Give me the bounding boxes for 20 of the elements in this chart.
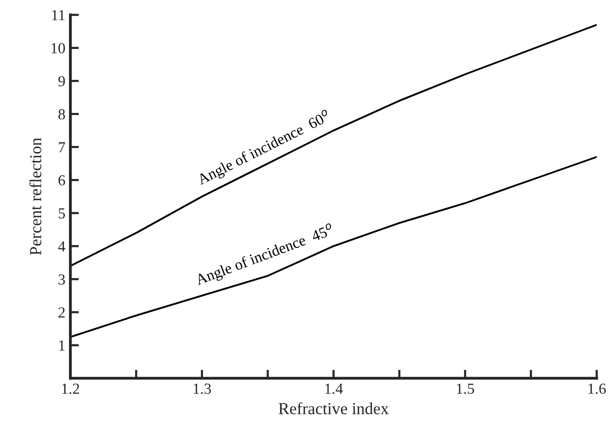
x-tick-label: 1.6 xyxy=(588,384,606,394)
x-tick-label: 1.4 xyxy=(325,384,343,394)
y-tick-label: 11 xyxy=(52,10,65,20)
y-axis-title: Percent reflection xyxy=(29,138,42,256)
x-tick-label: 1.5 xyxy=(456,384,474,394)
y-tick-label: 2 xyxy=(58,307,65,318)
text: Angle of incidence 45$^{o}$ xyxy=(194,222,336,288)
x-axis-title: Refractive index xyxy=(278,402,389,414)
y-tick-label: 8 xyxy=(58,109,65,120)
y-tick-label: 3 xyxy=(58,274,65,285)
y-tick-label: 9 xyxy=(58,76,65,86)
y-tick-label: 7 xyxy=(58,142,66,152)
y-tick-label: 1 xyxy=(59,340,65,351)
text: Angle of incidence 60$^{o}$ xyxy=(196,109,332,188)
y-tick-label: 4 xyxy=(58,241,66,252)
y-tick-label: 10 xyxy=(52,43,65,54)
y-tick-label: 6 xyxy=(58,175,66,186)
y-tick-label: 5 xyxy=(58,208,65,219)
x-tick-label: 1.2 xyxy=(62,384,80,394)
x-tick-label: 1.3 xyxy=(194,384,211,394)
